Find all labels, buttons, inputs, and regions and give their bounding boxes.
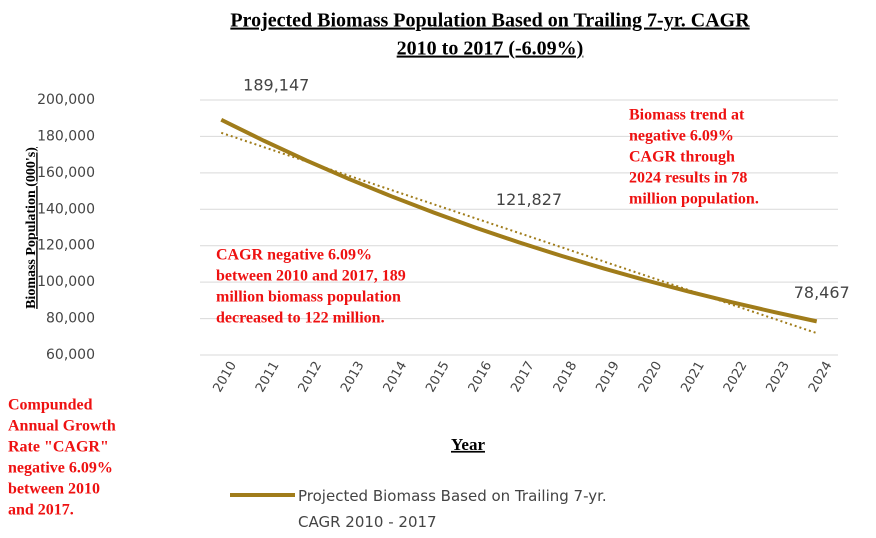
- annotation: decreased to 122 million.: [216, 310, 385, 327]
- x-tick-label: 2011: [253, 359, 283, 395]
- x-tick-label: 2012: [296, 359, 326, 395]
- annotation: negative 6.09%: [629, 128, 734, 145]
- annotation: Biomass trend at: [629, 107, 745, 124]
- x-tick-label: 2023: [763, 359, 793, 395]
- annotation: between 2010: [8, 481, 100, 498]
- y-tick-label: 200,000: [37, 92, 95, 108]
- annotation: between 2010 and 2017, 189: [216, 268, 406, 285]
- annotation: 2024 results in 78: [629, 170, 747, 187]
- annotation: CAGR through: [629, 149, 735, 166]
- data-label: 78,467: [794, 283, 850, 302]
- x-tick-label: 2022: [721, 359, 751, 395]
- x-tick-label: 2015: [423, 359, 453, 395]
- y-tick-label: 80,000: [46, 311, 95, 327]
- annotation: Compunded: [8, 397, 93, 414]
- annotation: Annual Growth: [8, 418, 116, 435]
- y-tick-label: 60,000: [46, 347, 95, 363]
- annotation: and 2017.: [8, 502, 74, 519]
- chart-title: Projected Biomass Population Based on Tr…: [230, 10, 750, 32]
- annotation: million population.: [629, 191, 759, 208]
- x-tick-label: 2017: [508, 359, 538, 395]
- data-label: 121,827: [496, 190, 562, 209]
- y-tick-label: 140,000: [37, 201, 95, 217]
- annotation: CAGR negative 6.09%: [216, 247, 372, 264]
- data-line: [220, 117, 818, 324]
- data-label: 189,147: [243, 75, 309, 94]
- x-tick-label: 2010: [210, 359, 240, 395]
- x-tick-label: 2020: [636, 359, 666, 395]
- chart-title: 2010 to 2017 (-6.09%): [397, 38, 584, 60]
- annotation: negative 6.09%: [8, 460, 113, 477]
- x-tick-label: 2018: [551, 359, 581, 395]
- legend-label: Projected Biomass Based on Trailing 7-yr…: [298, 487, 607, 531]
- y-tick-label: 120,000: [37, 238, 95, 254]
- annotation: million biomass population: [216, 289, 401, 306]
- y-axis-label: Biomass Population (000's): [24, 147, 39, 309]
- y-tick-label: 160,000: [37, 165, 95, 181]
- y-tick-label: 180,000: [37, 128, 95, 144]
- x-tick-label: 2024: [806, 359, 836, 395]
- x-tick-label: 2016: [466, 359, 496, 395]
- y-tick-label: 100,000: [37, 274, 95, 290]
- x-axis-label: Year: [451, 435, 485, 454]
- x-tick-label: 2019: [593, 359, 623, 395]
- x-tick-label: 2014: [381, 359, 411, 395]
- x-tick-label: 2013: [338, 359, 368, 395]
- x-tick-label: 2021: [678, 359, 708, 395]
- annotation: Rate "CAGR": [8, 439, 109, 456]
